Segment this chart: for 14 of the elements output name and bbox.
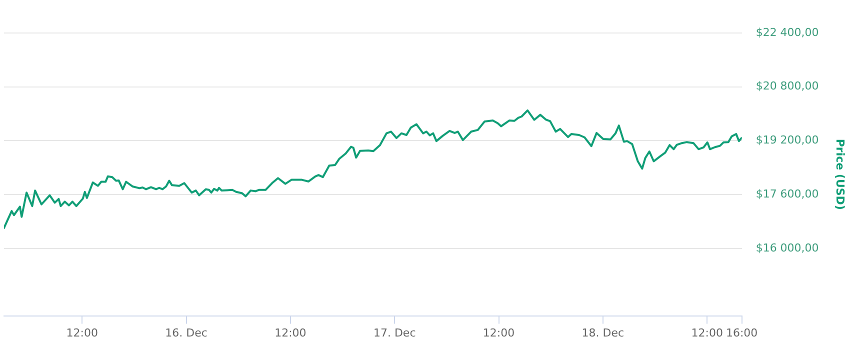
- y2-tick-label: $17 600,00: [756, 187, 819, 200]
- x-tick-label: 12:00: [482, 326, 515, 340]
- y2-tick-label: $19 200,00: [756, 134, 819, 147]
- x-tick-label: 12:00: [691, 326, 723, 340]
- y2-tick-label: $20 800,00: [756, 80, 819, 93]
- x-tick-label: 16:00: [726, 326, 758, 340]
- y2-axis-title: Price (USD): [834, 138, 847, 210]
- y2-tick-label: $16 000,00: [756, 241, 819, 254]
- y2-tick-label: $22 400,00: [756, 26, 819, 39]
- x-tick-label: 12:00: [274, 326, 306, 340]
- x-tick-label: 16. Dec: [165, 326, 208, 340]
- x-tick-label: 18. Dec: [582, 326, 624, 340]
- x-tick-label: 17. Dec: [373, 326, 416, 340]
- x-tick-label: 12:00: [66, 326, 98, 340]
